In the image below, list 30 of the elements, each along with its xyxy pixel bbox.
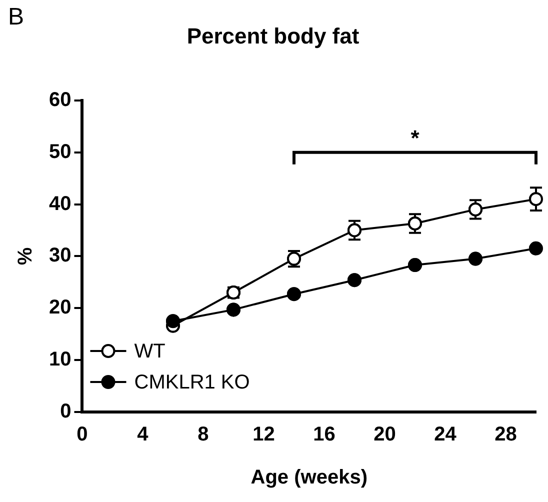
y-tick-label: 60 [48,88,72,111]
point [166,314,180,328]
point [468,252,482,266]
point [348,273,362,288]
x-tick-label: 20 [374,424,396,446]
point [408,258,422,272]
y-tick-label: 20 [48,296,72,319]
x-tick-label: 16 [313,424,336,446]
y-axis-title: % [14,247,37,266]
y-tick-label: 0 [60,400,72,423]
point [529,241,543,256]
x-tick-label: 4 [137,424,150,446]
annotation: * [410,125,420,150]
point [287,287,301,302]
x-tick-label: 12 [252,424,275,446]
y-tick-label: 50 [48,140,72,163]
x-tick-label: 28 [494,424,517,446]
legend-label: WT [134,340,166,363]
x-tick-label: 24 [434,424,458,446]
y-tick-label: 30 [48,244,72,267]
legend-label: CMKLR1 KO [134,372,250,394]
x-tick-label: 8 [198,424,209,446]
y-tick-label: 10 [48,348,72,371]
x-tick-label: 0 [76,424,88,446]
point [226,302,240,317]
y-tick-label: 40 [48,192,72,215]
chart-title: Percent body fat [186,23,360,48]
text: B [8,4,24,31]
x-axis-title: Age (weeks) [250,466,368,489]
point [529,192,543,206]
